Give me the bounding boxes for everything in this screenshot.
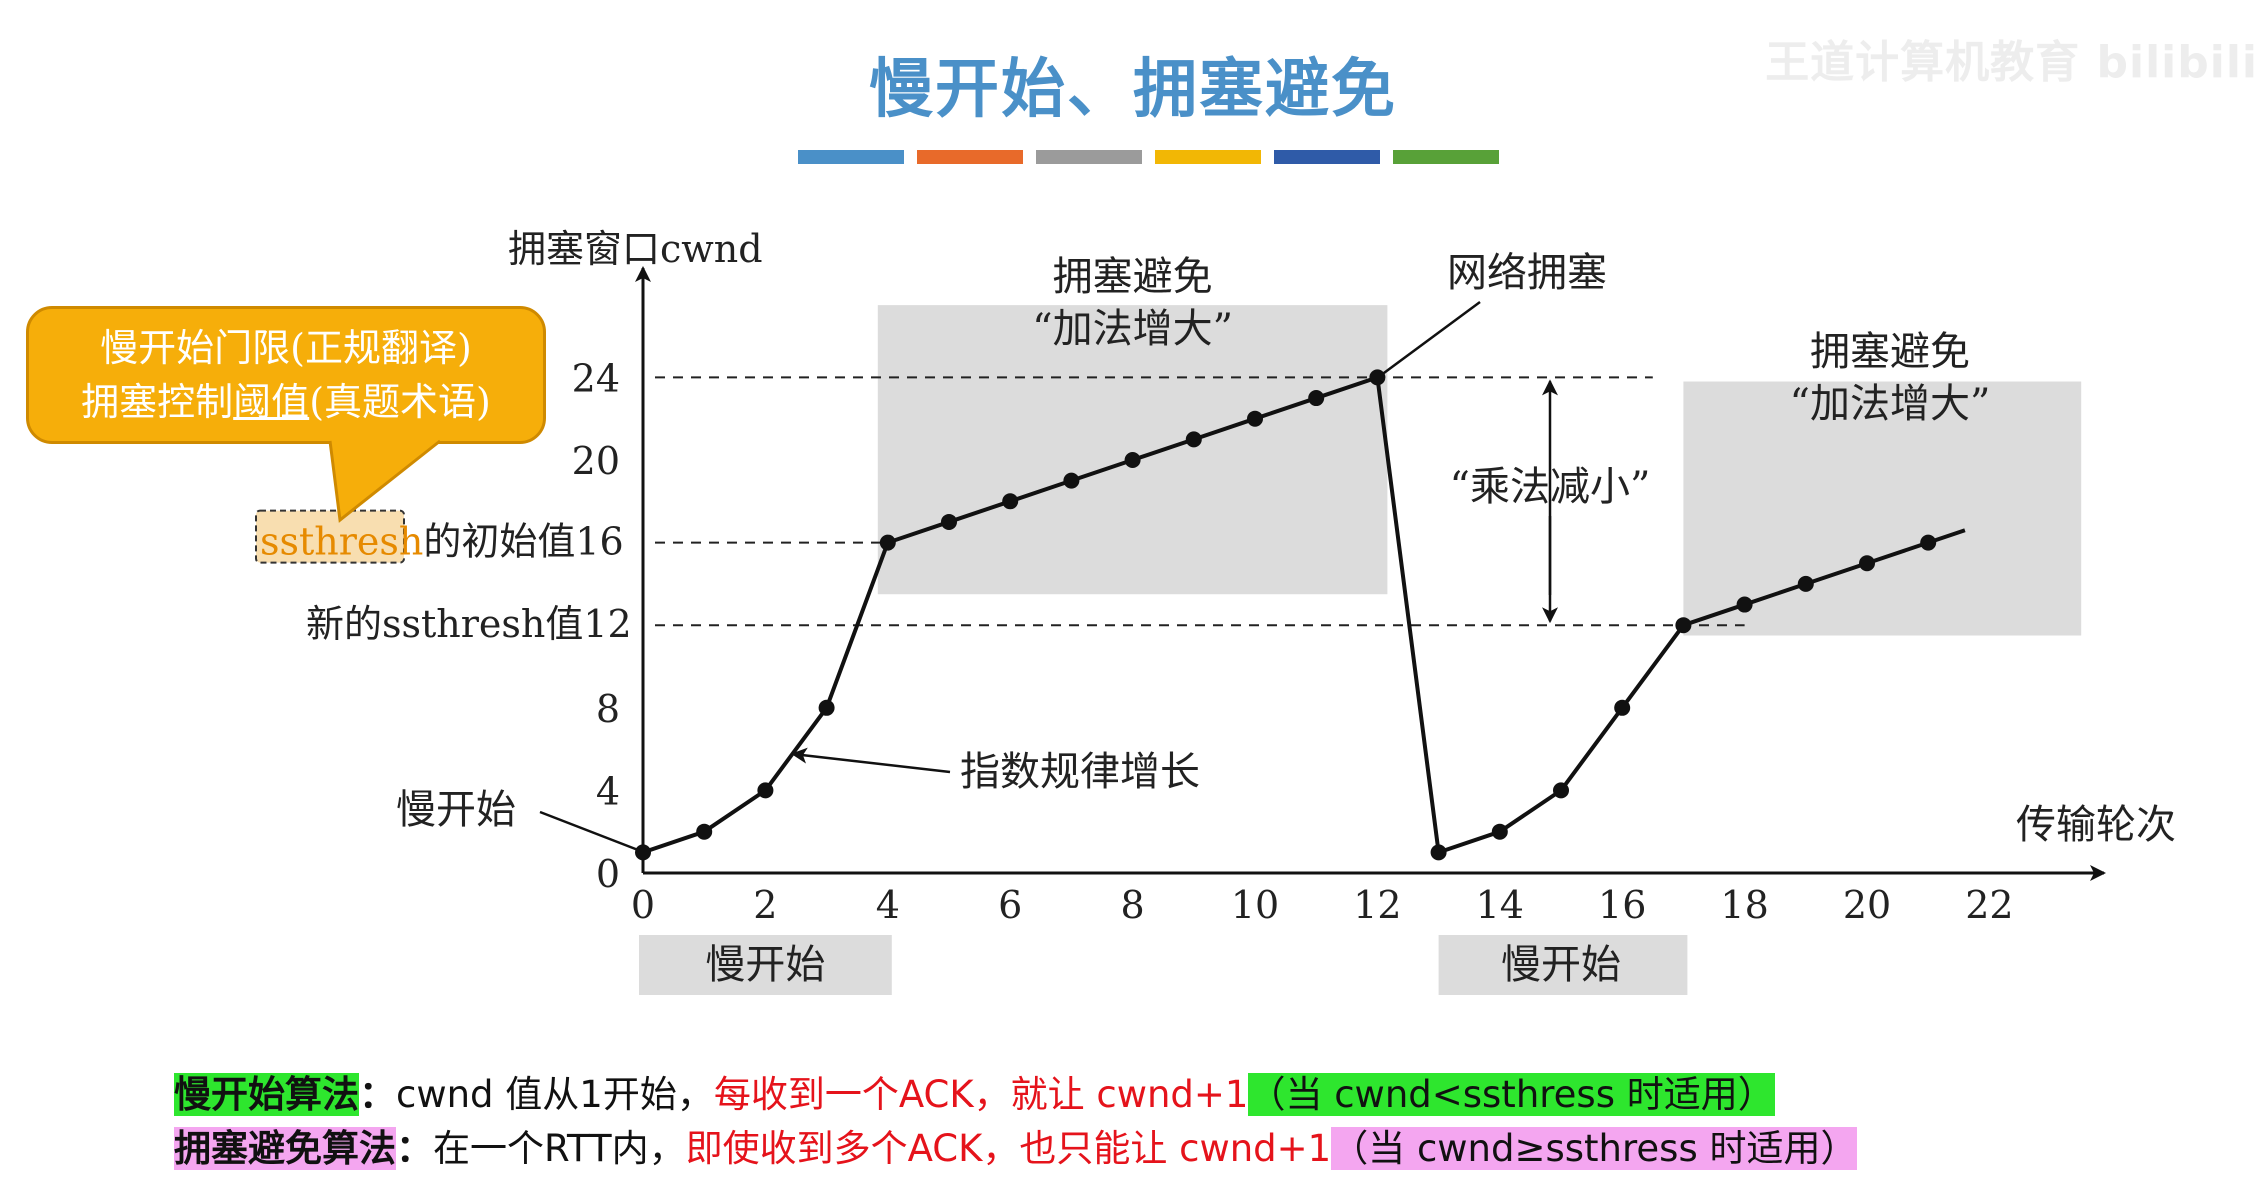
color-strip-segment bbox=[917, 150, 1023, 164]
x-tick-label: 6 bbox=[998, 883, 1022, 927]
series-cwnd bbox=[635, 369, 1966, 861]
data-point bbox=[1247, 410, 1263, 427]
x-axis-label: 传输轮次 bbox=[2016, 802, 2176, 848]
data-point bbox=[1736, 596, 1753, 613]
data-point bbox=[1369, 369, 1386, 386]
congestion-leader bbox=[1382, 300, 1481, 375]
data-point bbox=[1063, 472, 1080, 489]
shaded-region-avoidance-2 bbox=[1683, 381, 2082, 636]
axes: 拥塞窗口cwnd 传输轮次 bbox=[508, 227, 2176, 881]
x-tick-label: 10 bbox=[1231, 883, 1279, 927]
color-strip-segment bbox=[1036, 150, 1142, 164]
congestion-avoid-rule-key: 即使收到多个ACK，也只能让 cwnd+1 bbox=[685, 1127, 1332, 1170]
data-point bbox=[696, 823, 713, 840]
x-tick-label: 20 bbox=[1843, 883, 1891, 927]
congestion-avoid-rule-name: 拥塞避免算法 bbox=[174, 1127, 396, 1170]
slow-start-rule: 慢开始算法：cwnd 值从1开始，每收到一个ACK，就让 cwnd+1（当 cw… bbox=[174, 1073, 1775, 1116]
reference-lines bbox=[655, 376, 1745, 627]
data-point bbox=[1308, 390, 1325, 407]
data-point bbox=[1185, 431, 1202, 448]
threshold-term: 阈值 bbox=[233, 380, 310, 424]
callout-line1: 慢开始门限(正规翻译) bbox=[100, 326, 472, 370]
data-point bbox=[1797, 575, 1814, 592]
data-point bbox=[1614, 699, 1631, 716]
x-tick-label: 22 bbox=[1965, 883, 2013, 927]
band-label-additive-2: “加法增大” bbox=[1790, 381, 1991, 427]
color-strip-segment bbox=[798, 150, 904, 164]
color-strip-segment bbox=[1274, 150, 1380, 164]
x-tick-label: 12 bbox=[1353, 883, 1401, 927]
y-tick-label: 24 bbox=[572, 356, 620, 400]
slow-start-leader bbox=[539, 810, 640, 852]
band-label-avoidance-2: 拥塞避免 bbox=[1810, 329, 1970, 375]
congestion-avoid-condition: （当 cwnd≥ssthress 时适用） bbox=[1331, 1127, 1858, 1170]
data-point bbox=[1859, 555, 1875, 572]
shaded-region-avoidance-1 bbox=[877, 305, 1388, 595]
callout-pointer bbox=[328, 439, 441, 523]
ssthresh-callout: 慢开始门限(正规翻译) 拥塞控制阈值(真题术语) bbox=[26, 306, 546, 444]
data-point bbox=[879, 534, 896, 551]
data-point bbox=[635, 844, 651, 861]
data-point bbox=[1491, 823, 1508, 840]
new-ssthresh-label: 新的ssthresh值12 bbox=[306, 602, 632, 646]
watermark: 王道计算机教育 bilibili bbox=[1765, 37, 2258, 88]
slow-start-rule-name: 慢开始算法 bbox=[174, 1073, 359, 1116]
exponential-growth-label: 指数规律增长 bbox=[960, 749, 1200, 795]
slide-title: 慢开始、拥塞避免 bbox=[869, 53, 1397, 127]
color-strip-segment bbox=[1155, 150, 1261, 164]
band-label-slowstart-1: 慢开始 bbox=[705, 942, 825, 988]
shaded-region-slowstart-2 bbox=[1438, 935, 1688, 995]
y-tick-label: 20 bbox=[572, 439, 620, 483]
congestion-avoid-rule-text: 在一个RTT内， bbox=[433, 1127, 686, 1170]
band-label-additive-1: “加法增大” bbox=[1032, 306, 1233, 352]
x-tick-label: 16 bbox=[1598, 883, 1646, 927]
color-strip-segment bbox=[1393, 150, 1499, 164]
exponential-growth-arrow bbox=[791, 747, 951, 774]
shaded-regions bbox=[639, 305, 2082, 995]
congestion-label: 网络拥塞 bbox=[1447, 250, 1607, 296]
y-tick-label: 0 bbox=[596, 852, 620, 896]
annotations: ssthresh的初始值16 新的ssthresh值12 拥塞避免 “加法增大” 拥塞避… bbox=[255, 250, 1991, 988]
data-point bbox=[1124, 452, 1141, 468]
multiplicative-decrease-label: “乘法减小” bbox=[1450, 464, 1651, 510]
band-label-avoidance-1: 拥塞避免 bbox=[1053, 254, 1213, 300]
ssthresh-initial-label: ssthresh的初始值16 bbox=[260, 520, 624, 564]
data-point bbox=[941, 513, 957, 530]
x-tick-label: 18 bbox=[1720, 883, 1768, 927]
y-tick-label: 8 bbox=[596, 687, 620, 731]
x-tick-label: 14 bbox=[1476, 883, 1524, 927]
data-point bbox=[1553, 782, 1569, 799]
x-tick-label: 4 bbox=[876, 883, 900, 927]
shaded-region-slowstart-1 bbox=[639, 935, 892, 995]
data-point bbox=[1675, 617, 1692, 634]
congestion-avoid-rule: 拥塞避免算法：在一个RTT内，即使收到多个ACK，也只能让 cwnd+1（当 c… bbox=[174, 1127, 1858, 1170]
slow-start-rule-key: 每收到一个ACK，就让 cwnd+1 bbox=[713, 1073, 1249, 1116]
data-point bbox=[757, 782, 774, 799]
data-point bbox=[1430, 844, 1447, 861]
slow-start-condition: （当 cwnd<ssthress 时适用） bbox=[1248, 1073, 1775, 1116]
data-point bbox=[1002, 493, 1019, 510]
slow-start-label: 慢开始 bbox=[396, 787, 516, 833]
ssthresh-highlight-box bbox=[255, 509, 405, 564]
y-axis-label: 拥塞窗口cwnd bbox=[508, 227, 763, 271]
y-tick-label: 4 bbox=[596, 769, 620, 813]
data-point bbox=[818, 699, 835, 716]
x-tick-label: 2 bbox=[753, 883, 777, 927]
x-tick-label: 8 bbox=[1121, 883, 1145, 927]
x-tick-label: 0 bbox=[631, 883, 655, 927]
callout-line2: 拥塞控制阈值(真题术语) bbox=[81, 380, 491, 424]
slow-start-rule-text: cwnd 值从1开始， bbox=[396, 1073, 714, 1116]
data-point bbox=[1920, 534, 1937, 551]
band-label-slowstart-2: 慢开始 bbox=[1501, 942, 1621, 988]
algorithm-notes: 慢开始算法：cwnd 值从1开始，每收到一个ACK，就让 cwnd+1（当 cw… bbox=[174, 1068, 1858, 1176]
